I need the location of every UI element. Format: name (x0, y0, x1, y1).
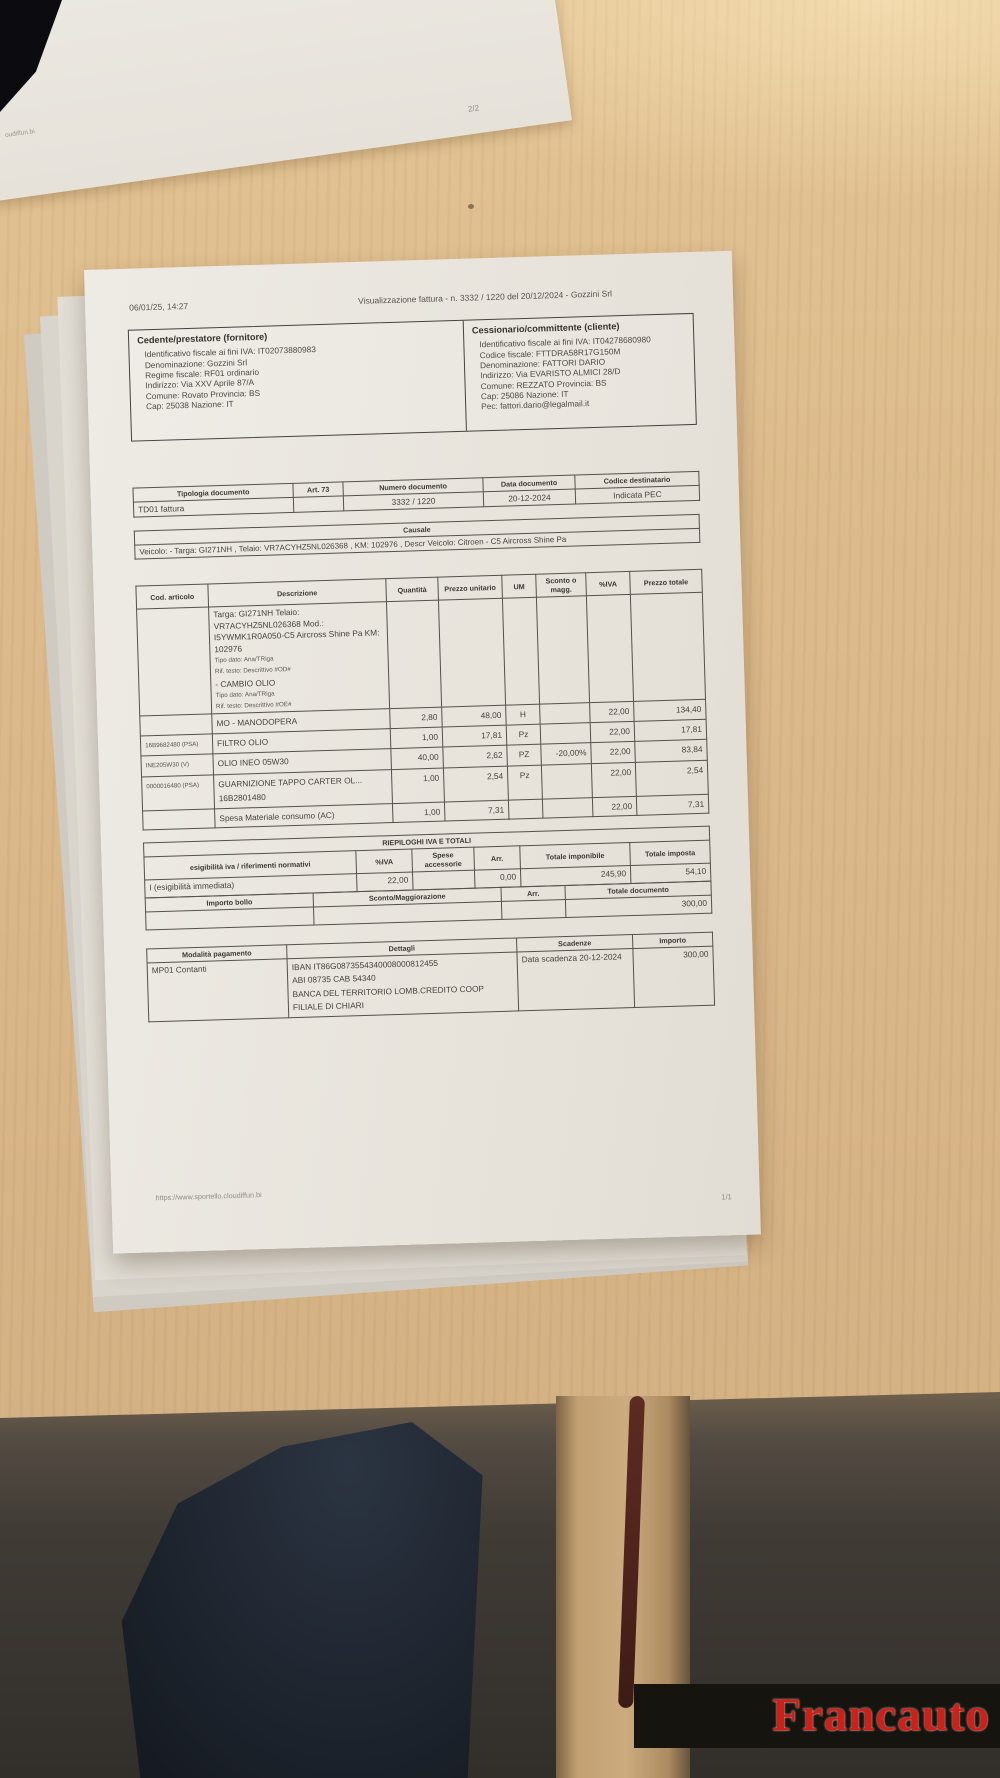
col-header-sconto: Sconto o magg. (535, 572, 587, 598)
previous-sheet-page-indicator: 2/2 (467, 103, 480, 114)
francauto-watermark: Francauto (772, 1689, 990, 1741)
vehicle-description-text: Targa: GI271NH Telaio: VR7ACYHZ5NL026368… (213, 606, 380, 654)
col-header-spese-accessorie: Spese accessorie (411, 847, 475, 873)
item-code (139, 713, 213, 736)
footer-url: https://www.sportello.cloudiffun.bi (155, 1190, 262, 1203)
item-total: 83,84 (634, 739, 708, 762)
empty-cell (502, 597, 540, 706)
item-discount (542, 797, 593, 819)
empty-cell (386, 600, 442, 709)
item-qty: 1,00 (390, 726, 443, 749)
payment-due-date: Data scadenza 20-12-2024 (516, 948, 635, 1011)
empty-cell (438, 598, 506, 708)
doc-data: 20-12-2024 (483, 489, 576, 507)
col-header-prezzo-unitario: Prezzo unitario (437, 575, 503, 601)
document-type-table: Tipologia documento Art. 73 Numero docum… (132, 471, 700, 518)
payment-amount: 300,00 (632, 945, 715, 1008)
totale-documento: 300,00 (565, 894, 712, 918)
importo-bollo (145, 906, 315, 930)
item-code: 16B9682480 (PSA) (140, 733, 213, 757)
empty-cell (586, 594, 634, 703)
item-code: INE205W30 (V) (140, 753, 214, 777)
customer-box: Cessionario/committente (cliente) Identi… (464, 314, 696, 431)
item-unit-price: 17,81 (442, 724, 507, 748)
invoice-content: 06/01/25, 14:27 Visualizzazione fattura … (84, 251, 761, 1254)
item-vat: 22,00 (590, 720, 635, 743)
payment-mode: MP01 Contanti (147, 958, 289, 1022)
item-total: 134,40 (633, 699, 707, 721)
col-header-iva: %IVA (355, 849, 413, 874)
item-um (508, 798, 543, 820)
parties-box: Cedente/prestatore (fornitore) Identific… (127, 312, 697, 442)
item-vat: 22,00 (590, 741, 636, 764)
item-qty: 1,00 (392, 801, 446, 823)
item-total: 2,54 (635, 759, 709, 796)
item-unit-price: 2,62 (442, 745, 508, 768)
empty-cell (630, 592, 706, 702)
item-vat: 22,00 (589, 701, 635, 723)
item-code (142, 808, 216, 830)
item-vat: 22,00 (591, 761, 637, 798)
item-qty: 40,00 (390, 747, 444, 770)
print-title: Visualizzazione fattura - n. 3332 / 1220… (357, 288, 613, 306)
col-header-cod-articolo: Cod. articolo (135, 583, 209, 610)
col-header-art73: Art. 73 (292, 481, 344, 498)
desk-speck (468, 204, 474, 209)
item-discount (540, 722, 591, 745)
col-header-prezzo-totale: Prezzo totale (629, 569, 703, 595)
item-qty: 2,80 (389, 707, 443, 729)
item-code: 0000016480 (PSA) (141, 774, 215, 811)
item-discount (539, 702, 591, 724)
invoice-sheet: 06/01/25, 14:27 Visualizzazione fattura … (84, 250, 761, 1254)
col-header-iva: %IVA (585, 571, 631, 596)
causale-table: Causale Veicolo: - Targa: GI271NH , Tela… (134, 514, 701, 560)
print-header: 06/01/25, 14:27 Visualizzazione fattura … (127, 286, 693, 316)
item-um: PZ (506, 744, 542, 766)
doc-art73 (293, 495, 344, 513)
payment-table: Modalità pagamento Dettagli Scadenze Imp… (146, 931, 715, 1022)
item-discount (541, 763, 593, 799)
vat-arr: 0,00 (474, 868, 521, 889)
item-total: 7,31 (636, 793, 709, 816)
supplier-box: Cedente/prestatore (fornitore) Identific… (128, 320, 467, 441)
col-header-totale-imposta: Totale imposta (629, 840, 711, 866)
col-header-quantita: Quantità (385, 577, 439, 602)
item-um: Pz (506, 723, 541, 746)
empty-cell (536, 595, 590, 705)
doc-numero: 3332 / 1220 (343, 491, 484, 511)
vehicle-description-cell: Targa: GI271NH Telaio: VR7ACYHZ5NL026368… (208, 601, 390, 714)
item-qty: 1,00 (391, 767, 445, 804)
line-items-table: Cod. articolo Descrizione Quantità Prezz… (135, 568, 710, 831)
item-unit-price: 2,54 (443, 765, 509, 802)
item-um: H (505, 704, 541, 725)
doc-codice-dest: Indicata PEC (575, 485, 700, 505)
totals-arr (501, 899, 566, 920)
item-description: Spesa Materiale consumo (AC) (214, 803, 394, 828)
item-description: GUARNIZIONE TAPPO CARTER OL... 16B280148… (213, 769, 393, 809)
desc-row-code-cell (136, 606, 212, 717)
item-unit-price: 48,00 (441, 705, 507, 727)
vehicle-description-row: Targa: GI271NH Telaio: VR7ACYHZ5NL026368… (136, 592, 706, 717)
item-vat: 22,00 (592, 795, 637, 817)
footer-page-indicator: 1/1 (721, 1192, 732, 1202)
col-header-arr: Arr. (473, 845, 521, 871)
col-header-totale-imponibile: Totale imponibile (519, 842, 631, 869)
item-discount: -20,00% (540, 742, 592, 765)
item-um: Pz (507, 764, 543, 800)
col-header-um: UM (501, 574, 537, 599)
watermark-background (634, 1684, 1000, 1748)
item-total: 17,81 (634, 718, 707, 742)
payment-details: IBAN IT86G0873554340008000812455 ABI 087… (287, 951, 519, 1018)
item-unit-price: 7,31 (444, 799, 509, 822)
